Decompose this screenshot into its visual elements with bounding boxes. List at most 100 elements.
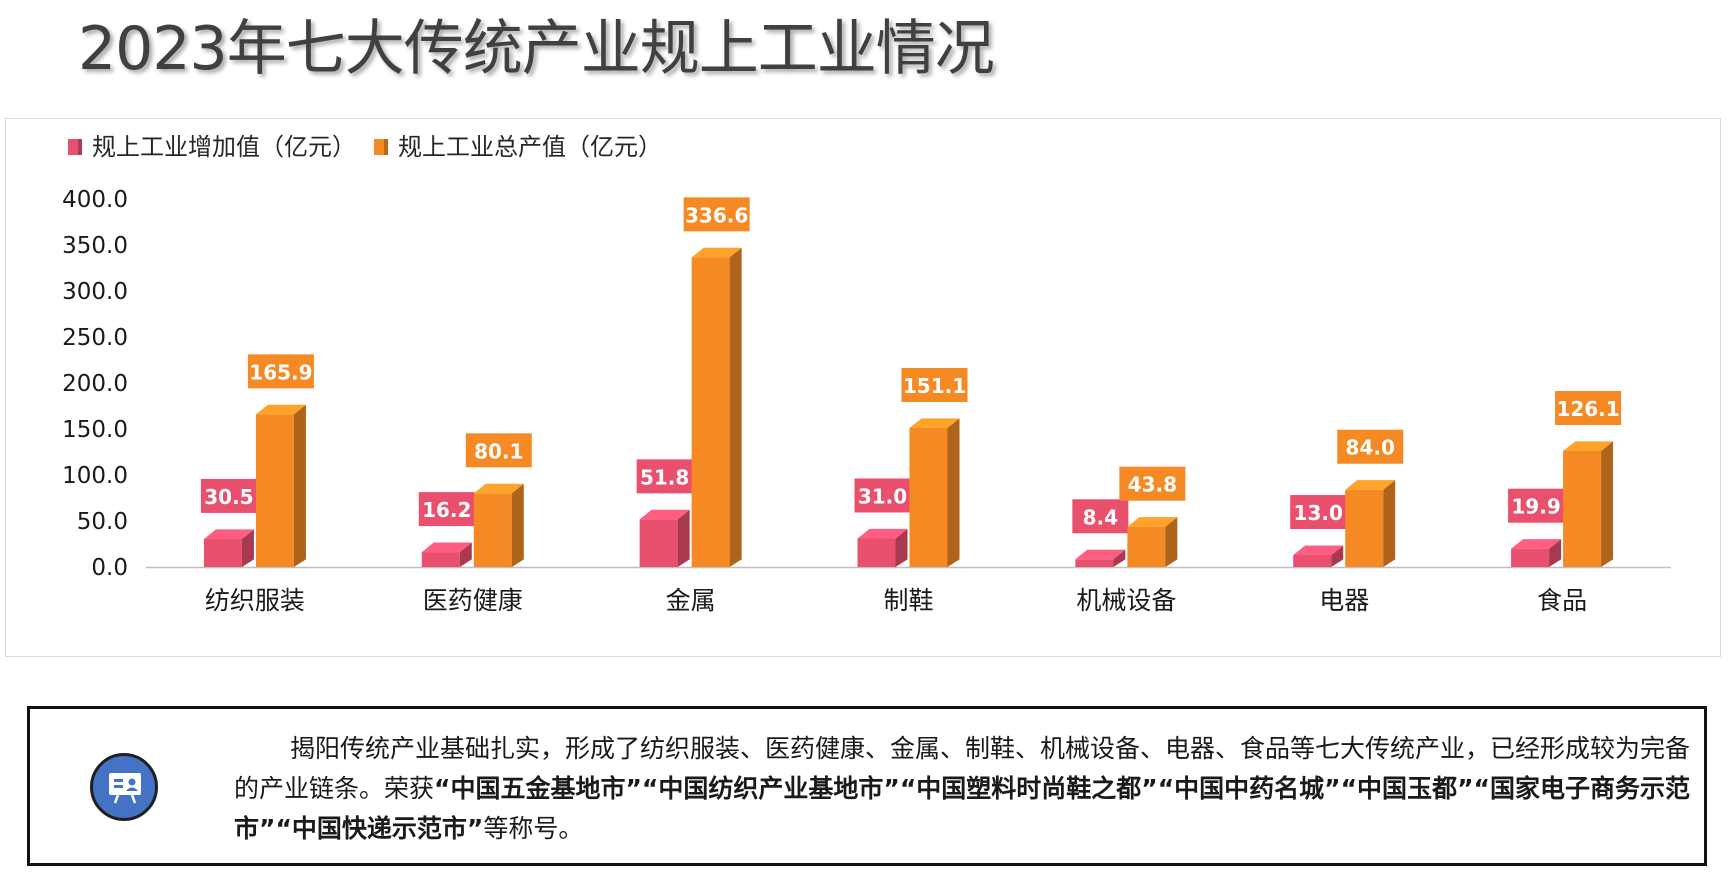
bar-top-1-6: [1563, 441, 1614, 451]
bar-side-0-0: [241, 529, 254, 567]
data-label-0-5: 13.0: [1294, 501, 1343, 525]
bar-top-1-2: [691, 247, 742, 258]
bar-side-1-3: [947, 418, 960, 567]
honor-0: “中国五金基地市”: [434, 774, 642, 803]
bar-0-6: [1511, 548, 1550, 567]
x-tick-label-3: 制鞋: [883, 586, 933, 615]
bar-top-1-3: [909, 418, 960, 428]
legend-label-1: 规上工业总产值（亿元）: [398, 133, 662, 161]
bar-top-0-4: [1075, 549, 1126, 560]
data-label-1-1: 80.1: [474, 439, 523, 463]
data-label-box-1-1: [465, 433, 532, 468]
data-label-box-0-0: [200, 478, 257, 513]
data-label-box-0-3: [854, 478, 911, 513]
data-label-box-0-5: [1290, 495, 1347, 530]
data-label-1-3: 151.1: [903, 374, 966, 398]
honor-5: “国家电子商务示范市”: [234, 774, 1690, 843]
bar-top-0-1: [421, 542, 472, 553]
chart-frame: 0.0 50.0 100.0 150.0 200.0 250.0 300.0 350.0 400…: [5, 118, 1721, 657]
bar-1-4: [1127, 526, 1166, 567]
bar-top-1-5: [1345, 480, 1396, 490]
bar-0-2: [639, 519, 678, 567]
page-title: 2023年七大传统产业规上工业情况: [78, 14, 995, 84]
data-label-box-0-4: [1072, 499, 1129, 534]
bar-top-1-0: [255, 404, 306, 415]
honor-2: “中国塑料时尚鞋之都”: [899, 774, 1158, 803]
data-label-box-1-5: [1337, 429, 1404, 464]
x-tick-label-4: 机械设备: [1076, 586, 1176, 615]
data-label-box-0-6: [1508, 488, 1565, 523]
bar-top-0-0: [203, 529, 254, 539]
legend-swatch-side-0: [78, 139, 82, 155]
legend-swatch-1: [374, 139, 387, 155]
info-box: 揭阳传统产业基础扎实，形成了纺织服装、医药健康、金属、制鞋、机械设备、电器、食品…: [27, 706, 1707, 866]
bar-top-0-3: [857, 528, 908, 539]
bar-side-1-5: [1383, 480, 1396, 567]
data-label-0-1: 16.2: [422, 498, 471, 522]
honor-1: “中国纺织产业基地市”: [641, 774, 900, 803]
bar-0-3: [857, 538, 896, 567]
data-label-0-0: 30.5: [204, 485, 253, 509]
bar-1-1: [473, 493, 512, 567]
x-tick-label-0: 纺织服装: [205, 586, 305, 615]
y-tick-label-8: 400.0: [62, 187, 128, 213]
presentation-icon: [90, 753, 158, 821]
bar-side-1-6: [1601, 441, 1614, 567]
bar-side-0-6: [1549, 539, 1562, 567]
bar-side-1-0: [293, 404, 306, 567]
bar-0-0: [203, 538, 242, 567]
x-tick-label-6: 食品: [1537, 586, 1587, 615]
data-label-1-0: 165.9: [249, 360, 312, 384]
data-label-0-4: 8.4: [1083, 505, 1118, 529]
bar-1-2: [691, 257, 730, 567]
bar-1-3: [909, 427, 948, 567]
x-tick-label-5: 电器: [1319, 586, 1369, 615]
bar-top-1-4: [1127, 517, 1178, 527]
y-tick-label-7: 350.0: [62, 233, 128, 259]
honor-3: “中国中药名城”: [1157, 774, 1341, 803]
bar-top-0-6: [1511, 539, 1562, 549]
y-tick-label-0: 0.0: [91, 555, 128, 581]
data-label-0-2: 51.8: [640, 465, 689, 489]
bar-side-1-2: [729, 247, 742, 567]
data-label-0-3: 31.0: [858, 484, 907, 508]
bar-0-5: [1293, 555, 1332, 567]
bar-side-0-2: [677, 509, 690, 567]
y-tick-label-2: 100.0: [62, 463, 128, 489]
data-label-1-2: 336.6: [685, 203, 748, 227]
data-label-box-0-2: [636, 459, 693, 494]
data-label-box-1-0: [247, 354, 314, 389]
y-tick-label-5: 250.0: [62, 325, 128, 351]
data-label-box-0-1: [418, 492, 475, 527]
data-label-box-1-2: [683, 197, 750, 232]
bar-1-5: [1345, 489, 1384, 567]
bar-0-4: [1075, 559, 1114, 567]
data-label-0-6: 19.9: [1511, 495, 1560, 519]
bar-1-0: [255, 414, 294, 567]
bar-chart: 0.0 50.0 100.0 150.0 200.0 250.0 300.0 350.0 400…: [62, 133, 1671, 615]
data-label-box-1-3: [901, 367, 968, 402]
legend-label-0: 规上工业增加值（亿元）: [92, 133, 356, 161]
bar-side-0-1: [459, 542, 472, 567]
x-tick-label-2: 金属: [666, 586, 716, 615]
y-tick-label-6: 300.0: [62, 279, 128, 305]
info-intro: 揭阳传统产业基础扎实，形成了纺织服装、医药健康、金属、制鞋、机械设备、电器、食品…: [234, 734, 1691, 803]
x-tick-label-1: 医药健康: [423, 586, 523, 615]
bar-side-1-1: [511, 483, 524, 567]
bar-top-1-1: [473, 483, 524, 494]
bar-0-1: [421, 552, 460, 567]
data-label-box-1-4: [1119, 466, 1186, 501]
data-label-1-4: 43.8: [1128, 473, 1177, 497]
data-label-1-5: 84.0: [1346, 436, 1395, 460]
info-paragraph: 揭阳传统产业基础扎实，形成了纺织服装、医药健康、金属、制鞋、机械设备、电器、食品…: [234, 729, 1690, 849]
bar-1-6: [1563, 450, 1602, 567]
honor-4: “中国玉都”: [1340, 774, 1474, 803]
y-tick-label-4: 200.0: [62, 371, 128, 397]
bar-side-0-3: [895, 528, 908, 567]
bar-top-0-5: [1293, 545, 1344, 556]
bar-side-0-4: [1113, 549, 1126, 567]
bar-side-1-4: [1165, 517, 1178, 567]
y-tick-label-1: 50.0: [77, 509, 128, 535]
data-label-box-1-6: [1555, 390, 1622, 425]
info-outro: 等称号。: [483, 814, 584, 843]
